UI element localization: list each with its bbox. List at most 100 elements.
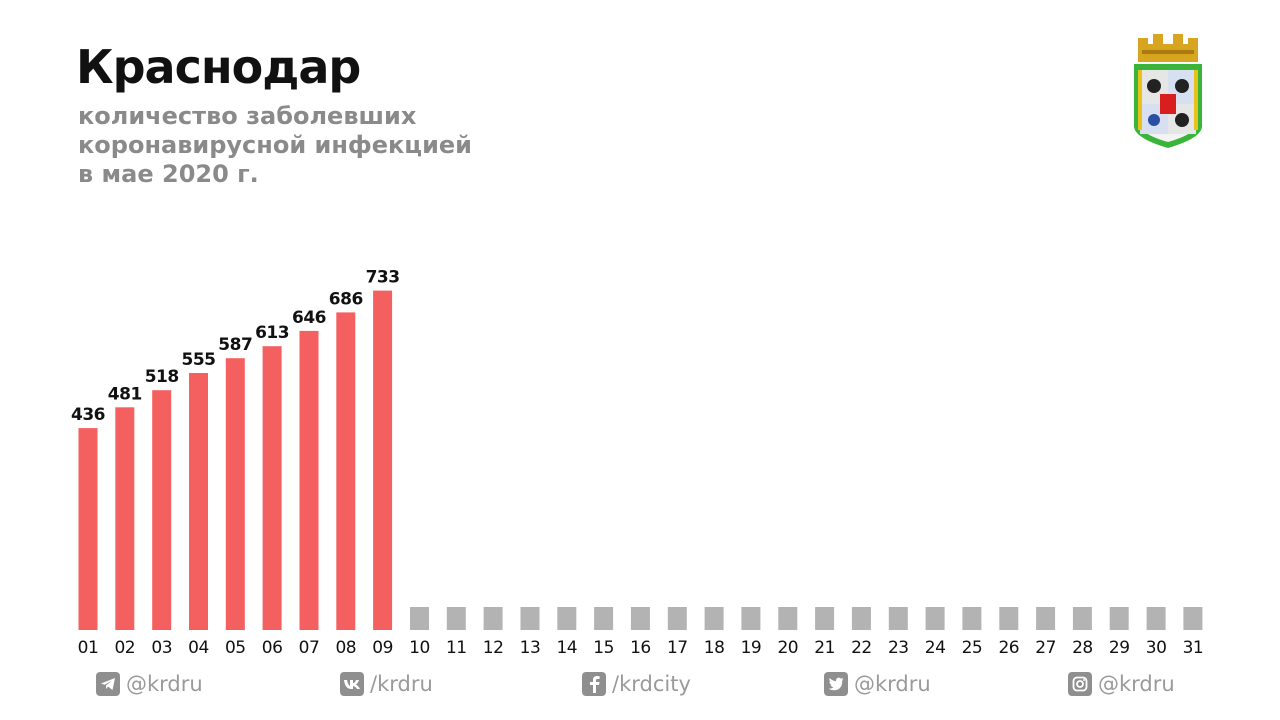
x-tick-label-12: 12	[483, 638, 504, 658]
bar-placeholder-16	[630, 607, 650, 630]
x-tick-label-02: 02	[114, 638, 135, 658]
x-tick-label-25: 25	[962, 638, 983, 658]
bar-placeholder-28	[1072, 607, 1092, 630]
bar-group-24: 24	[925, 607, 946, 658]
bar-group-03: 518 03	[145, 367, 180, 658]
x-tick-label-06: 06	[262, 638, 283, 658]
x-tick-label-23: 23	[888, 638, 909, 658]
bar-group-10: 10	[409, 607, 430, 658]
x-tick-label-14: 14	[556, 638, 577, 658]
bar-placeholder-13	[520, 607, 540, 630]
value-label-07: 646	[292, 308, 326, 328]
x-tick-label-26: 26	[998, 638, 1019, 658]
footer-twitter[interactable]: @krdru	[824, 672, 931, 696]
x-tick-label-13: 13	[520, 638, 541, 658]
bar-group-17: 17	[667, 607, 688, 658]
krasnodar-coat-of-arms-icon	[1134, 34, 1202, 148]
bar-placeholder-26	[999, 607, 1019, 630]
instagram-handle: @krdru	[1098, 672, 1175, 696]
x-tick-label-04: 04	[188, 638, 209, 658]
subtitle-line-1: количество заболевших	[78, 102, 417, 130]
x-tick-label-27: 27	[1035, 638, 1056, 658]
x-tick-label-07: 07	[299, 638, 320, 658]
x-tick-label-20: 20	[777, 638, 798, 658]
bar-group-16: 16	[630, 607, 651, 658]
x-tick-label-10: 10	[409, 638, 430, 658]
bar-group-26: 26	[998, 607, 1020, 658]
footer-vk[interactable]: /krdru	[340, 672, 433, 696]
x-tick-label-16: 16	[630, 638, 651, 658]
bar-group-01: 436 01	[71, 405, 106, 658]
telegram-handle: @krdru	[126, 672, 203, 696]
bar-group-19: 19	[741, 607, 762, 658]
bar-09	[373, 290, 393, 630]
bar-placeholder-18	[704, 607, 724, 630]
bar-placeholder-25	[962, 607, 982, 630]
bar-placeholder-21	[815, 607, 835, 630]
x-tick-label-09: 09	[372, 638, 393, 658]
x-tick-label-17: 17	[667, 638, 688, 658]
page-title: Краснодар	[76, 40, 361, 94]
bar-group-31: 31	[1183, 607, 1204, 658]
subtitle-line-2: коронавирусной инфекцией	[78, 131, 472, 159]
x-tick-label-19: 19	[741, 638, 762, 658]
bar-placeholder-12	[483, 607, 503, 630]
bar-group-08: 686 08	[329, 289, 364, 658]
bar-placeholder-23	[888, 607, 908, 630]
bar-group-07: 646 07	[292, 308, 327, 658]
bar-chart: 436 01 481 02 518 03 555 04 587 05 613 06 646 07 686 08…	[71, 268, 1204, 658]
facebook-icon	[582, 672, 606, 696]
subtitle-line-3: в мае 2020 г.	[78, 160, 259, 188]
x-tick-label-24: 24	[925, 638, 946, 658]
bar-group-04: 555 04	[182, 350, 217, 658]
bar-03	[152, 390, 172, 630]
bar-group-21: 21	[814, 607, 835, 658]
x-tick-label-28: 28	[1072, 638, 1093, 658]
twitter-icon	[824, 672, 848, 696]
bar-group-02: 481 02	[108, 384, 143, 658]
x-tick-label-03: 03	[151, 638, 172, 658]
twitter-handle: @krdru	[854, 672, 931, 696]
x-tick-label-22: 22	[851, 638, 872, 658]
x-tick-label-11: 11	[446, 638, 467, 658]
bar-08	[336, 312, 356, 630]
bar-group-30: 30	[1146, 607, 1167, 658]
x-tick-label-31: 31	[1183, 638, 1204, 658]
telegram-icon	[96, 672, 120, 696]
bar-02	[115, 407, 135, 630]
x-tick-label-21: 21	[814, 638, 835, 658]
bar-group-23: 23	[888, 607, 909, 658]
bar-group-13: 13	[520, 607, 541, 658]
bar-placeholder-11	[446, 607, 466, 630]
x-tick-label-29: 29	[1109, 638, 1130, 658]
bar-placeholder-15	[594, 607, 614, 630]
bar-group-11: 11	[446, 607, 467, 658]
value-label-01: 436	[71, 405, 105, 425]
bar-group-12: 12	[483, 607, 504, 658]
x-tick-label-30: 30	[1146, 638, 1167, 658]
bar-group-06: 613 06	[255, 323, 290, 658]
x-tick-label-15: 15	[593, 638, 614, 658]
bar-06	[262, 346, 282, 630]
facebook-handle: /krdcity	[612, 672, 691, 696]
footer-facebook[interactable]: /krdcity	[582, 672, 691, 696]
x-tick-label-08: 08	[335, 638, 356, 658]
bar-group-25: 25	[962, 607, 983, 658]
bar-placeholder-31	[1183, 607, 1203, 630]
bar-07	[299, 330, 319, 630]
instagram-icon	[1068, 672, 1092, 696]
vk-icon	[340, 672, 364, 696]
bar-group-29: 29	[1109, 607, 1130, 658]
bar-placeholder-17	[667, 607, 687, 630]
bar-04	[189, 373, 208, 630]
bar-group-15: 15	[593, 607, 614, 658]
footer-instagram[interactable]: @krdru	[1068, 672, 1175, 696]
footer-telegram[interactable]: @krdru	[96, 672, 203, 696]
x-tick-label-05: 05	[225, 638, 246, 658]
value-label-02: 481	[108, 384, 142, 404]
vk-handle: /krdru	[370, 672, 433, 696]
bar-05	[225, 358, 245, 630]
value-label-04: 555	[182, 350, 216, 370]
bar-placeholder-27	[1036, 607, 1056, 630]
bar-group-28: 28	[1072, 607, 1093, 658]
